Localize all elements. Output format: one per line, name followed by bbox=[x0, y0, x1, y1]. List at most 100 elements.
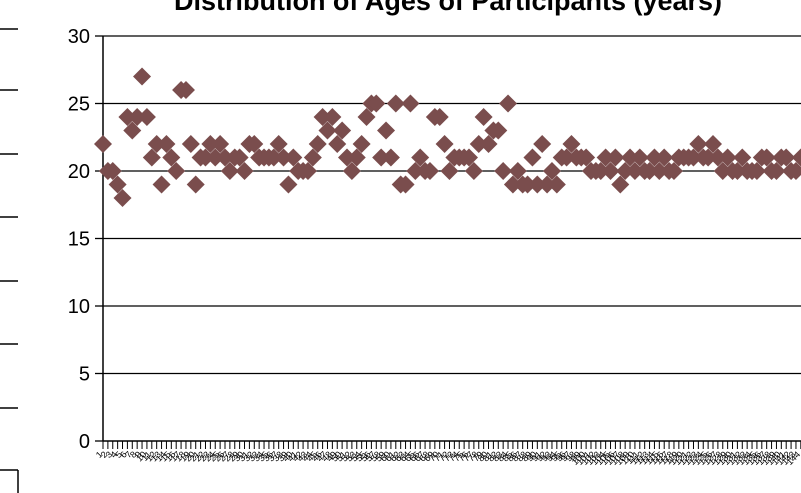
y-tick-label: 30 bbox=[68, 26, 90, 48]
data-point bbox=[650, 162, 669, 180]
data-point bbox=[528, 175, 547, 194]
data-point bbox=[616, 162, 635, 180]
data-point bbox=[186, 175, 205, 194]
data-point bbox=[269, 135, 288, 153]
data-point bbox=[435, 135, 454, 153]
data-point bbox=[167, 162, 186, 180]
data-point bbox=[757, 148, 776, 167]
x-tick-label: 8 bbox=[128, 449, 139, 460]
data-point bbox=[499, 94, 518, 113]
data-point bbox=[523, 148, 542, 167]
data-point bbox=[728, 162, 747, 180]
data-point bbox=[469, 135, 488, 153]
data-point bbox=[367, 94, 386, 113]
data-point bbox=[211, 135, 230, 153]
data-point bbox=[108, 175, 127, 194]
data-point bbox=[704, 135, 722, 153]
data-point bbox=[699, 148, 718, 167]
data-point bbox=[176, 81, 195, 99]
y-tick-label: 0 bbox=[79, 431, 90, 453]
data-point bbox=[474, 108, 493, 126]
data-point bbox=[684, 148, 703, 167]
data-point bbox=[279, 175, 298, 194]
data-point bbox=[630, 148, 649, 167]
data-point bbox=[123, 121, 142, 140]
y-axis: 0 5 10 15 20 25 30 bbox=[68, 26, 104, 453]
y-tick-label: 5 bbox=[79, 364, 90, 386]
left-edge-fragment bbox=[0, 28, 19, 493]
data-point bbox=[406, 162, 425, 180]
x-tick-label: 1 bbox=[94, 449, 105, 460]
data-point bbox=[264, 148, 283, 167]
x-tick-label: 7 bbox=[123, 449, 134, 460]
data-point bbox=[128, 108, 147, 126]
data-point bbox=[538, 175, 557, 194]
data-point bbox=[377, 121, 396, 140]
data-point bbox=[430, 108, 449, 126]
data-point bbox=[494, 162, 513, 180]
data-point bbox=[542, 162, 561, 180]
data-point bbox=[338, 148, 356, 167]
data-point bbox=[401, 94, 420, 113]
y-tick-label: 25 bbox=[68, 94, 90, 116]
data-point bbox=[503, 175, 522, 194]
data-point bbox=[152, 175, 171, 194]
data-point bbox=[230, 148, 249, 167]
data-point bbox=[284, 148, 303, 167]
data-point bbox=[786, 162, 801, 180]
data-point bbox=[508, 162, 527, 180]
data-point bbox=[518, 175, 537, 194]
data-point bbox=[557, 148, 576, 167]
data-point bbox=[157, 135, 176, 153]
data-point bbox=[396, 175, 415, 194]
data-point bbox=[308, 135, 327, 153]
data-point bbox=[386, 94, 405, 113]
data-point bbox=[611, 175, 630, 194]
data-point bbox=[303, 148, 322, 167]
data-point bbox=[133, 67, 152, 86]
data-point bbox=[664, 162, 683, 180]
data-point bbox=[318, 121, 337, 140]
data-point bbox=[440, 162, 459, 180]
data-point bbox=[94, 135, 112, 153]
x-axis: 1234567891011121314151617181920212223242… bbox=[94, 440, 801, 467]
data-point bbox=[489, 121, 508, 140]
x-tick-label: 6 bbox=[118, 449, 129, 460]
data-point bbox=[313, 108, 332, 126]
data-point bbox=[206, 148, 225, 167]
data-point bbox=[196, 148, 215, 167]
data-point bbox=[357, 108, 376, 126]
data-point bbox=[113, 189, 132, 207]
data-point bbox=[479, 135, 498, 153]
data-point bbox=[464, 162, 483, 180]
data-point bbox=[118, 108, 137, 126]
x-tick-label: 5 bbox=[113, 449, 124, 460]
data-point bbox=[216, 148, 234, 167]
data-point bbox=[562, 135, 581, 153]
data-point bbox=[533, 135, 552, 153]
data-point bbox=[708, 148, 727, 167]
data-point bbox=[181, 135, 200, 153]
data-point bbox=[577, 148, 596, 167]
data-point bbox=[747, 162, 766, 180]
data-point bbox=[147, 135, 166, 153]
data-point bbox=[381, 148, 400, 167]
data-point bbox=[625, 162, 644, 180]
y-tick-label: 20 bbox=[68, 161, 90, 183]
data-point bbox=[460, 148, 478, 167]
data-point bbox=[767, 162, 786, 180]
data-point bbox=[411, 148, 430, 167]
data-point bbox=[601, 162, 620, 180]
data-point bbox=[777, 148, 796, 167]
data-point bbox=[713, 162, 732, 180]
data-point bbox=[347, 148, 366, 167]
y-tick-label: 10 bbox=[68, 296, 90, 318]
x-tick-label: 3 bbox=[104, 449, 115, 460]
data-point bbox=[621, 148, 640, 167]
data-point bbox=[655, 148, 674, 167]
data-point bbox=[689, 135, 708, 153]
chart-title: Distribution of Ages of Participants (ye… bbox=[174, 0, 722, 16]
data-point bbox=[220, 162, 239, 180]
